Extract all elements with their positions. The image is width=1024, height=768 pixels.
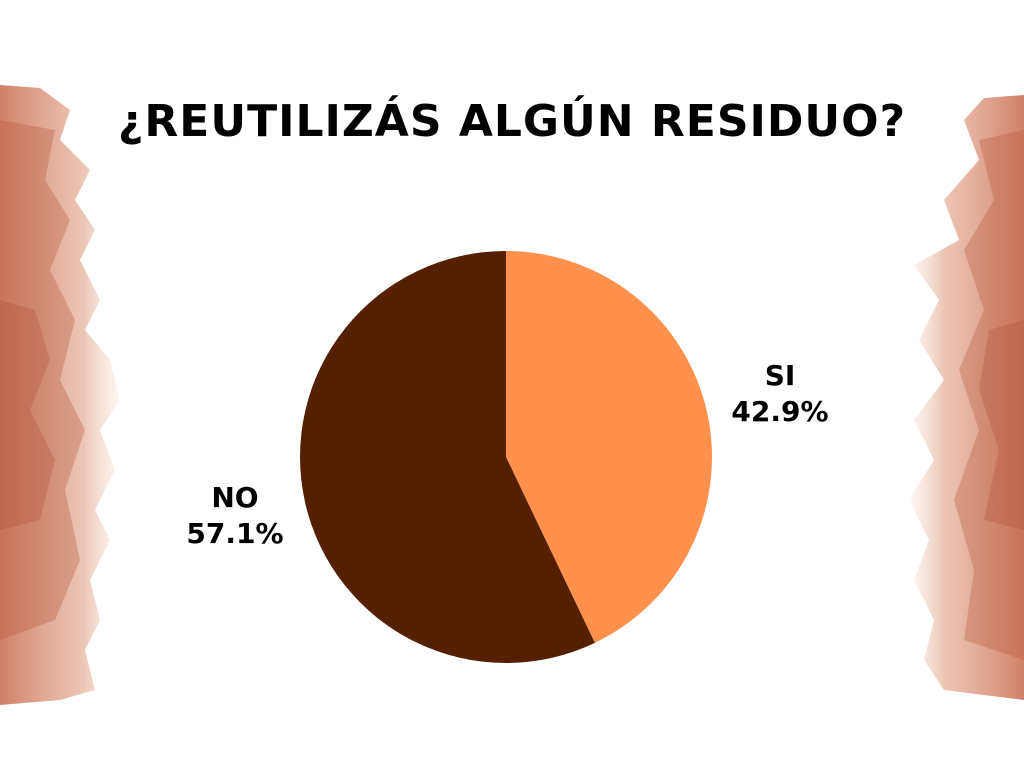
pie-slice-si (506, 251, 713, 643)
slice-label-no: NO 57.1% (180, 480, 290, 552)
slice-category-si: SI (764, 359, 796, 392)
slice-value-si: 42.9% (731, 395, 829, 428)
slice-value-no: 57.1% (186, 517, 284, 550)
left-watercolor-decoration (0, 85, 120, 705)
slice-category-no: NO (211, 481, 259, 514)
chart-title: ¿REUTILIZÁS ALGÚN RESIDUO? (117, 96, 907, 147)
slice-label-si: SI 42.9% (725, 358, 835, 430)
pie-slice-no (300, 251, 595, 663)
right-watercolor-decoration (909, 95, 1024, 700)
